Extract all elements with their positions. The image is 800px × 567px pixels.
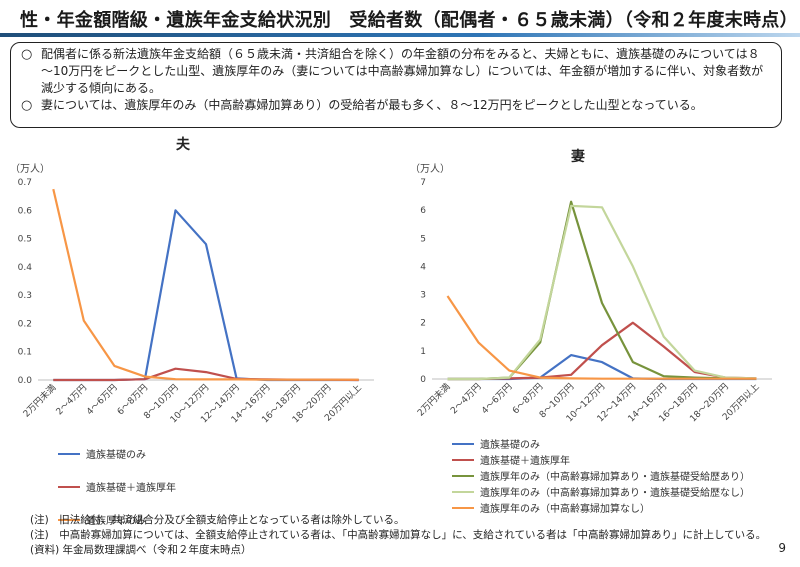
y-unit-wife: （万人） <box>410 164 450 175</box>
series-line <box>447 321 757 381</box>
legend-swatch <box>58 518 80 521</box>
y-tick-label: 3 <box>420 291 426 301</box>
page-title: 性・年金額階級・遺族年金支給状況別 受給者数（配偶者・６５歳未満）（令和２年度末… <box>20 10 798 31</box>
legend-label: 遺族厚年のみ（中高齢寡婦加算あり・遺族基礎受給歴あり） <box>480 472 750 483</box>
footnote: (注) 旧法給付、共済組合分及び全額支給停止となっている者は除外している。 <box>30 514 405 526</box>
page-number: 9 <box>778 541 786 555</box>
x-tick-label: 2～4万円 <box>54 382 89 417</box>
legend-swatch <box>452 474 474 477</box>
legend-item: 遺族厚年のみ（中高齢寡婦加算なし） <box>452 501 750 515</box>
legend-swatch <box>452 458 474 461</box>
y-tick-label: 0 <box>420 375 426 385</box>
y-tick-label: 0.7 <box>18 178 32 188</box>
x-tick-label: 4～6万円 <box>479 381 514 416</box>
summary-box: ○ 配偶者に係る新法遺族年金支給額（６５歳未満・共済組合を除く）の年金額の分布を… <box>10 42 782 128</box>
y-tick-label: 0.5 <box>18 235 32 245</box>
chart-title-husband: 夫 <box>176 137 190 153</box>
summary-text: 妻については、遺族厚年のみ（中高齢寡婦加算あり）の受給者が最も多く、８～12万円… <box>41 98 703 112</box>
summary-item: ○ 妻については、遺族厚年のみ（中高齢寡婦加算あり）の受給者が最も多く、８～12… <box>21 97 771 114</box>
x-tick-label: 4～6万円 <box>85 382 120 417</box>
legend-wife: 遺族基礎のみ遺族基礎＋遺族厚年遺族厚年のみ（中高齢寡婦加算あり・遺族基礎受給歴あ… <box>452 437 750 515</box>
series-line <box>446 295 757 380</box>
bullet-circle-icon: ○ <box>21 98 33 113</box>
y-tick-label: 0.6 <box>18 206 33 216</box>
legend-swatch <box>452 490 474 493</box>
summary-text: 配偶者に係る新法遺族年金支給額（６５歳未満・共済組合を除く）の年金額の分布をみる… <box>41 47 764 95</box>
y-tick-label: 1 <box>420 347 426 357</box>
legend-item: 遺族基礎のみ <box>452 437 750 451</box>
legend-label: 遺族基礎のみ <box>480 440 540 451</box>
y-tick-label: 6 <box>420 206 426 216</box>
legend-item: 遺族厚年のみ <box>58 513 176 527</box>
y-tick-label: 4 <box>420 262 426 272</box>
y-tick-label: 0.0 <box>18 376 33 386</box>
chart-husband: 0.00.10.20.30.40.50.60.72万円未満2～4万円4～6万円6… <box>18 178 374 425</box>
legend-swatch <box>58 485 80 488</box>
title-underline <box>0 33 800 37</box>
y-unit-husband: （万人） <box>10 164 50 175</box>
legend-husband: 遺族基礎のみ遺族基礎＋遺族厚年 遺族厚年のみ <box>58 447 176 527</box>
y-tick-label: 0.4 <box>18 263 33 273</box>
series-line <box>447 200 757 381</box>
chart-wife: 012345672万円未満2～4万円4～6万円6～8万円8～10万円10～12万… <box>415 178 772 424</box>
legend-swatch <box>452 506 474 509</box>
summary-item: ○ 配偶者に係る新法遺族年金支給額（６５歳未満・共済組合を除く）の年金額の分布を… <box>21 46 771 97</box>
series-line <box>447 204 757 381</box>
y-tick-label: 0.1 <box>18 348 32 358</box>
legend-label: 遺族基礎のみ <box>86 450 146 461</box>
legend-item: 遺族基礎のみ <box>58 447 176 461</box>
y-tick-label: 7 <box>420 178 426 188</box>
series-line <box>53 209 359 382</box>
legend-label: 遺族基礎＋遺族厚年 <box>86 483 176 494</box>
legend-item: 遺族厚年のみ（中高齢寡婦加算あり・遺族基礎受給歴あり） <box>452 469 750 483</box>
series-line <box>52 188 359 381</box>
legend-swatch <box>58 452 80 455</box>
legend-item: 遺族厚年のみ（中高齢寡婦加算あり・遺族基礎受給歴なし） <box>452 485 750 499</box>
legend-label: 遺族厚年のみ <box>86 516 146 527</box>
legend-swatch <box>452 442 474 445</box>
chart-title-wife: 妻 <box>571 149 585 165</box>
x-tick-label: 2万円未満 <box>415 381 453 419</box>
source-note: (資料) 年金局数理課調べ（令和２年度末時点） <box>30 544 252 556</box>
x-tick-label: 2万円未満 <box>20 382 58 420</box>
footnotes: (注) 旧法給付、共済組合分及び全額支給停止となっている者は除外している。 (注… <box>30 513 766 558</box>
y-tick-label: 0.3 <box>18 291 32 301</box>
legend-label: 遺族厚年のみ（中高齢寡婦加算なし） <box>480 504 650 515</box>
footnote: (注) 中高齢寡婦加算については、全額支給停止されている者は、「中高齢寡婦加算な… <box>30 529 767 541</box>
legend-label: 遺族基礎＋遺族厚年 <box>480 456 570 467</box>
legend-label: 遺族厚年のみ（中高齢寡婦加算あり・遺族基礎受給歴なし） <box>480 488 750 499</box>
y-tick-label: 0.2 <box>18 319 32 329</box>
legend-item: 遺族基礎＋遺族厚年 <box>58 480 176 494</box>
bullet-circle-icon: ○ <box>21 47 33 62</box>
legend-item: 遺族基礎＋遺族厚年 <box>452 453 750 467</box>
y-tick-label: 2 <box>420 319 426 329</box>
x-tick-label: 2～4万円 <box>449 381 484 416</box>
y-tick-label: 5 <box>420 234 426 244</box>
